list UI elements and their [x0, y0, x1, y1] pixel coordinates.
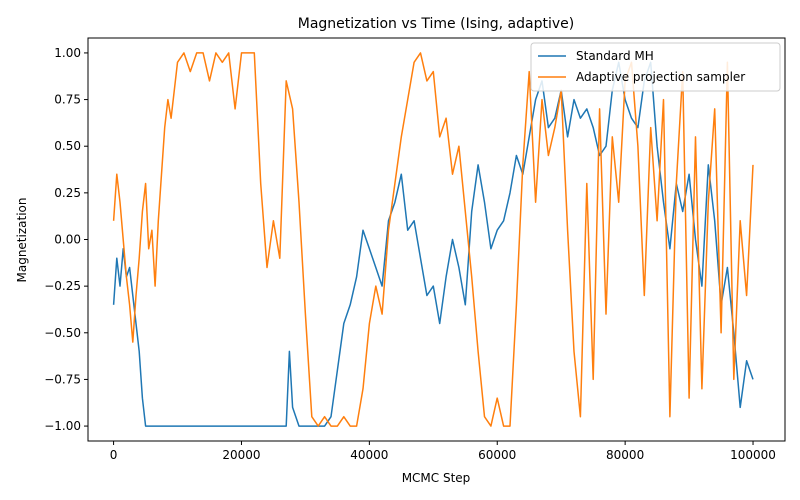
y-tick-label: −1.00 [44, 419, 81, 433]
legend-box [530, 42, 781, 92]
x-tick-label: 0 [110, 448, 118, 462]
chart-title: Magnetization vs Time (Ising, adaptive) [298, 16, 574, 32]
x-tick-label: 100000 [730, 448, 776, 462]
y-tick-label: 0.00 [54, 233, 81, 247]
y-axis-label: Magnetization [15, 198, 29, 283]
y-tick-label: 1.00 [54, 46, 81, 60]
x-tick-label: 20000 [222, 448, 260, 462]
y-tick-label: 0.75 [54, 93, 81, 107]
y-tick-label: 0.25 [54, 186, 81, 200]
legend-label-adaptive: Adaptive projection sampler [576, 70, 745, 84]
y-tick-label: 0.50 [54, 139, 81, 153]
x-tick-label: 80000 [606, 448, 644, 462]
y-tick-label: −0.75 [44, 372, 81, 386]
x-tick-label: 40000 [350, 448, 388, 462]
x-axis: 0 20000 40000 60000 80000 100000 [110, 441, 776, 462]
y-axis: −1.00 −0.75 −0.50 −0.25 0.00 0.25 0.50 0.75 1.00 [44, 46, 88, 433]
y-tick-label: −0.50 [44, 326, 81, 340]
x-tick-label: 60000 [478, 448, 516, 462]
x-axis-label: MCMC Step [402, 471, 471, 485]
series-line-adaptive-projection-sampler [112, 52, 754, 427]
y-tick-label: −0.25 [44, 279, 81, 293]
legend-label-standard-mh: Standard MH [576, 49, 654, 63]
legend: Standard MH Adaptive projection sampler [530, 42, 781, 92]
